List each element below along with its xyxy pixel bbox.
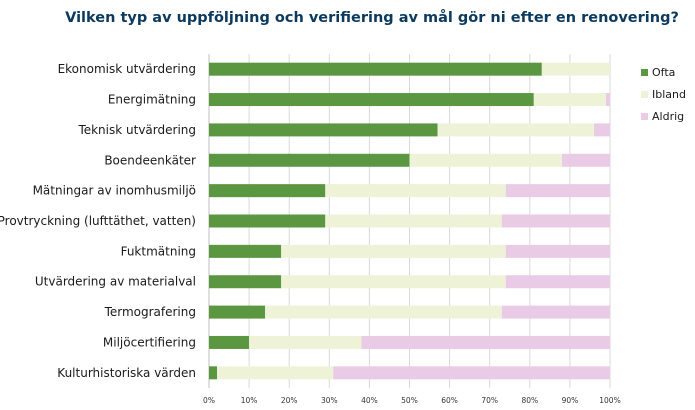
bar-aldrig [361, 335, 610, 349]
bar-ofta [209, 305, 266, 319]
x-tick-label: 60% [441, 396, 458, 405]
bar-ibland [281, 275, 506, 289]
category-label: Mätningar av inomhusmiljö [33, 184, 196, 198]
category-label: Utvärdering av materialval [35, 275, 196, 289]
bar-ibland [281, 244, 506, 258]
bar-ibland [249, 335, 362, 349]
bar-aldrig [505, 275, 610, 289]
legend-label: Ofta [652, 66, 675, 79]
bar-ibland [325, 214, 502, 228]
bar-ofta [209, 275, 282, 289]
legend-label: Ibland [652, 88, 686, 101]
bar-ofta [209, 214, 326, 228]
x-tick-label: 50% [401, 396, 418, 405]
bar-ofta [209, 335, 250, 349]
bar-ofta [209, 93, 534, 107]
bar-ibland [541, 62, 610, 76]
bar-aldrig [505, 184, 610, 198]
category-label: Miljöcertifiering [103, 335, 196, 349]
bar-aldrig [501, 214, 610, 228]
category-label: Ekonomisk utvärdering [58, 62, 196, 76]
legend-swatch [641, 113, 648, 120]
x-tick-label: 70% [481, 396, 498, 405]
bars [209, 62, 610, 380]
legend-swatch [641, 91, 648, 98]
bar-ibland [437, 123, 594, 137]
category-label: Termografering [104, 305, 196, 319]
x-tick-label: 80% [521, 396, 538, 405]
bar-ofta [209, 62, 542, 76]
bar-aldrig [333, 366, 610, 380]
x-tick-label: 30% [321, 396, 338, 405]
legend-label: Aldrig [652, 110, 684, 123]
bar-aldrig [501, 305, 610, 319]
bar-ofta [209, 244, 282, 258]
category-labels: Ekonomisk utvärdering Energimätning Teknis… [0, 62, 196, 380]
bar-ibland [533, 93, 606, 107]
legend-swatch [641, 69, 648, 76]
category-label: Kulturhistoriska värden [57, 366, 196, 380]
category-label: Provtryckning (lufttäthet, vatten) [0, 214, 196, 228]
category-label: Boendeenkäter [104, 153, 196, 167]
x-tick-label: 100% [599, 396, 620, 405]
bar-ofta [209, 184, 326, 198]
x-tick-label: 10% [241, 396, 258, 405]
x-axis-ticks: 0% 10% 20% 30% 40% 50% 60% 70% 80% 90% 100% [203, 396, 621, 405]
bar-ibland [325, 184, 506, 198]
bar-aldrig [505, 244, 610, 258]
category-label: Energimätning [108, 93, 196, 107]
bar-aldrig [593, 123, 610, 137]
bar-aldrig [605, 93, 610, 107]
bar-ofta [209, 153, 410, 167]
category-label: Fuktmätning [121, 244, 196, 258]
bar-ibland [265, 305, 502, 319]
bar-ofta [209, 123, 438, 137]
bar-ibland [217, 366, 334, 380]
bar-aldrig [561, 153, 610, 167]
x-tick-label: 40% [361, 396, 378, 405]
x-tick-label: 90% [562, 396, 579, 405]
x-tick-label: 20% [281, 396, 298, 405]
bar-ibland [409, 153, 562, 167]
legend: Ofta Ibland Aldrig [641, 66, 686, 123]
bar-ofta [209, 366, 218, 380]
chart-title: Vilken typ av uppföljning och verifierin… [65, 9, 679, 26]
category-label: Teknisk utvärdering [77, 123, 196, 137]
x-tick-label: 0% [203, 396, 215, 405]
